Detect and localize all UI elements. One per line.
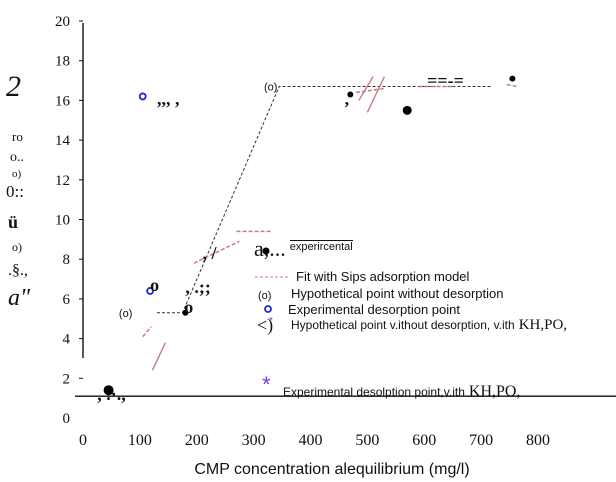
y-tick-label: 14 (55, 133, 71, 149)
legend-marker-hypothetical-kh2po4: <) (257, 315, 273, 336)
chart-annotation: , .·., (97, 384, 126, 404)
x-tick-label: 0 (79, 432, 87, 449)
y-tick-label: 16 (55, 93, 71, 109)
y-tick-label: 12 (55, 173, 70, 189)
data-point (347, 91, 354, 98)
legend-marker-asterisk: * (262, 372, 271, 397)
chart-axes (75, 20, 616, 397)
chart-annotation: , / (202, 243, 217, 263)
x-tick-label: 300 (242, 432, 266, 449)
legend-marker-open-circle (264, 305, 272, 313)
data-point (146, 287, 155, 295)
sips-fit-segment (366, 76, 386, 113)
y-label-fragment: o) (12, 240, 22, 254)
sips-fit-segment (358, 76, 374, 101)
y-tick-label: 4 (63, 332, 71, 348)
chart-annotation: , (345, 88, 350, 108)
legend-item-hypothetical: Hypothetical point without desorption (291, 286, 504, 301)
data-point: (o) (119, 308, 132, 320)
chart-legend: (o)<)** (255, 247, 290, 397)
chart-annotations: ,,, ,, .·.,,, .;;o, /==-=o (97, 71, 464, 405)
y-tick-label: 6 (63, 292, 71, 308)
data-point: (o) (264, 82, 277, 94)
sips-fit-segment (193, 240, 240, 264)
sips-fit-segment (142, 326, 152, 338)
y-label-fragment: .§., (8, 262, 28, 279)
data-point (402, 105, 412, 115)
y-tick-label: 10 (55, 213, 70, 229)
legend-item-desorption-kh2po4: Experimental desolption point,v.ith KH,P… (283, 383, 520, 401)
chart-annotation: o (150, 275, 159, 295)
x-tick-label: 600 (412, 432, 436, 449)
chart-annotation: ==-= (427, 71, 464, 91)
x-tick-label: 200 (185, 432, 209, 449)
data-point (138, 92, 147, 101)
chart-tick-labels: 0 100 200 300 400 500 600 700 800201816141210864… (55, 14, 550, 449)
fit-curve-line (156, 86, 493, 314)
y-tick-label: 8 (63, 252, 71, 268)
chart-annotation: o (184, 297, 193, 317)
y-tick-label: 20 (55, 14, 70, 30)
y-label-fragment: 2 (6, 70, 21, 103)
chart-annotation: , .;; (185, 277, 211, 297)
legend-marker-hypothetical: (o) (258, 290, 271, 302)
legend-item-desorption: Experimental desorption point (288, 302, 460, 317)
x-axis-label: CMP concentration alequilibrium (mg/l) (194, 461, 469, 478)
sips-fit-segment (151, 342, 167, 371)
legend-label: Experimental desolption point,v.ith (283, 385, 465, 399)
sips-fit-segment (506, 83, 519, 88)
legend-label: Hypothetical point v.ithout desorption, … (291, 318, 515, 332)
chart-series: (o) (o) (103, 75, 519, 396)
y-label-fragment: o.. (10, 150, 24, 165)
legend-label-suffix: KH,PO, (518, 317, 568, 333)
legend-item-experimental: a,... experircental (254, 236, 353, 262)
y-label-fragment: 0:: (6, 182, 24, 201)
x-tick-label: 500 (355, 432, 379, 449)
y-label-fragment: o) (12, 168, 22, 180)
data-point (103, 385, 114, 396)
legend-label: a,... (254, 236, 286, 261)
y-label-fragment: ü (8, 212, 19, 232)
y-label-fragment: a" (8, 285, 31, 311)
data-point (509, 75, 516, 82)
legend-item-hypothetical-kh2po4: Hypothetical point v.ithout desorption, … (291, 316, 567, 334)
y-tick-label: 18 (55, 54, 70, 70)
legend-item-fit: Fit with Sips adsorption model (296, 269, 470, 284)
legend-label-suffix: experircental (289, 240, 353, 253)
y-tick-label: 0 (63, 411, 71, 427)
y-label-fragment: ro (12, 129, 23, 144)
x-tick-label: 400 (299, 432, 323, 449)
data-point (182, 309, 189, 316)
legend-marker-asterisk: * (269, 316, 273, 327)
sips-fit-segment (355, 87, 385, 94)
chart-annotation: ,,, , (157, 88, 180, 108)
x-tick-label: 800 (526, 432, 550, 449)
x-tick-label: 700 (469, 432, 493, 449)
legend-marker-filled-circle (262, 247, 270, 255)
x-tick-label: 100 (128, 432, 152, 449)
legend-label-suffix: KH,PO, (468, 383, 521, 400)
y-tick-label: 2 (63, 371, 71, 387)
